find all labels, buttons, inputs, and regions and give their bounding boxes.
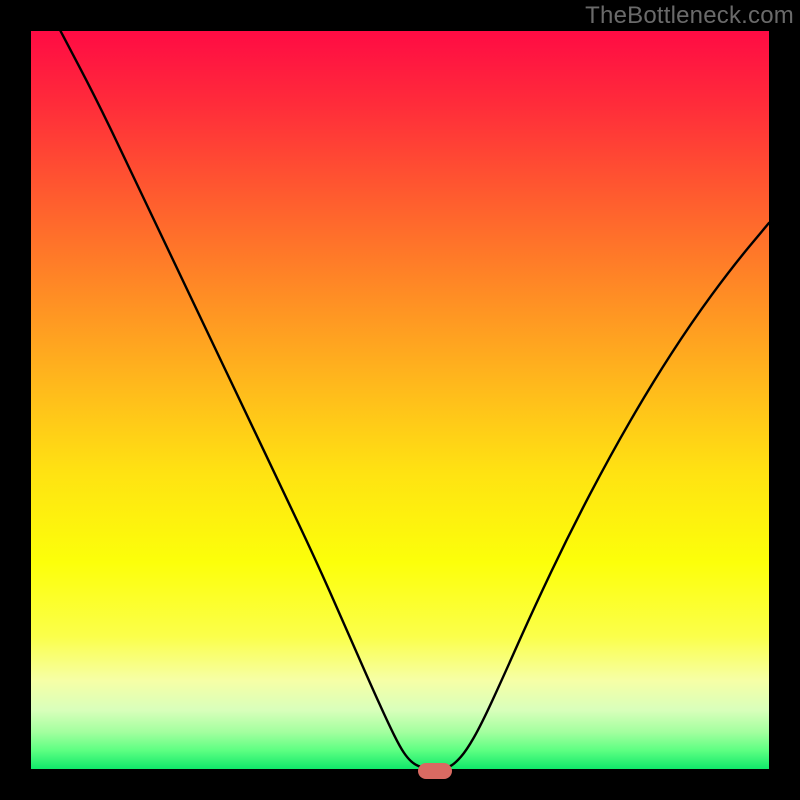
optimum-marker xyxy=(418,763,452,779)
chart-frame: TheBottleneck.com xyxy=(0,0,800,800)
plot-area xyxy=(31,31,769,769)
watermark-label: TheBottleneck.com xyxy=(585,2,794,30)
bottleneck-curve xyxy=(31,31,769,769)
